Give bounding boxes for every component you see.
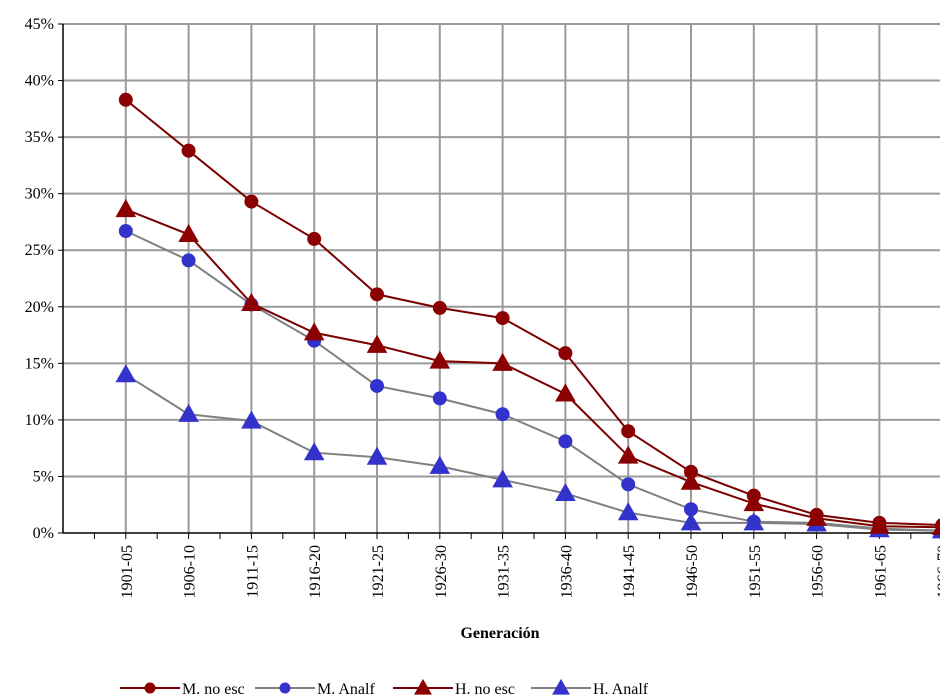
data-point — [118, 92, 133, 107]
legend-item: H. Analf — [531, 678, 649, 698]
x-tick-label: 1966-70 — [935, 545, 940, 598]
y-tick-label: 35% — [25, 129, 54, 146]
x-tick-label: 1961-65 — [872, 545, 889, 598]
legend: M. no esc M. Analf H. no esc H. Analf — [120, 678, 649, 698]
x-tick-label: 1956-60 — [810, 545, 827, 598]
legend-item: M. no esc — [120, 681, 245, 698]
data-point — [307, 231, 322, 246]
legend-marker — [279, 682, 291, 694]
y-tick-label: 20% — [25, 299, 54, 316]
x-tick-label: 1906-10 — [182, 545, 199, 598]
data-point — [555, 383, 576, 402]
data-point — [558, 346, 573, 361]
series-h-no-esc — [115, 199, 940, 535]
data-point — [872, 515, 887, 530]
y-tick-label: 40% — [25, 73, 54, 90]
x-tick-label: 1931-35 — [496, 545, 513, 598]
data-point — [429, 350, 451, 369]
data-point — [432, 300, 447, 315]
x-tick-label: 1901-05 — [119, 545, 136, 598]
data-point — [303, 322, 325, 341]
legend-label: H. Analf — [593, 681, 649, 698]
data-point — [495, 311, 510, 326]
x-tick-label: 1926-30 — [433, 545, 450, 598]
x-tick-label: 1916-20 — [307, 545, 324, 598]
y-tick-label: 10% — [25, 412, 54, 429]
data-point — [370, 378, 384, 393]
data-point — [680, 512, 702, 531]
data-point — [181, 253, 196, 268]
data-point — [432, 391, 447, 406]
data-point — [429, 455, 451, 474]
y-axis-tick-labels: 0% 5% 10% 15% 20% 25% 30% 35% 40% 45% — [25, 16, 54, 542]
y-tick-label: 25% — [25, 242, 54, 259]
legend-item: M. Analf — [255, 681, 375, 698]
data-point — [492, 469, 513, 488]
y-tick-label: 45% — [25, 16, 54, 33]
data-point — [492, 352, 513, 371]
legend-marker — [414, 678, 432, 695]
data-point — [617, 445, 639, 464]
legend-label: M. Analf — [317, 681, 375, 698]
legend-item: H. no esc — [393, 678, 515, 698]
x-axis-tick-labels: 1901-05 1906-10 1911-15 1916-20 1921-25 1926-… — [119, 545, 940, 598]
series-line — [125, 208, 940, 529]
data-point — [558, 434, 573, 449]
gridlines — [63, 23, 940, 533]
data-point — [621, 424, 636, 439]
data-point — [115, 364, 137, 383]
data-point — [809, 507, 824, 522]
data-point — [244, 194, 259, 209]
data-point — [617, 502, 639, 521]
data-point — [241, 292, 262, 311]
data-point — [241, 410, 262, 429]
series-m-no-esc — [118, 92, 940, 532]
legend-marker — [552, 678, 570, 695]
legend-marker — [144, 682, 156, 694]
axes — [58, 23, 940, 539]
series-group — [115, 92, 940, 539]
data-point — [743, 512, 765, 531]
data-point — [370, 287, 384, 302]
series-line — [125, 373, 940, 532]
data-point — [303, 442, 325, 461]
data-point — [495, 407, 510, 422]
data-point — [935, 518, 940, 532]
data-point — [181, 143, 196, 158]
data-point — [555, 482, 576, 501]
y-tick-label: 15% — [25, 355, 54, 372]
x-tick-label: 1951-55 — [747, 545, 764, 598]
legend-label: H. no esc — [455, 681, 515, 698]
y-tick-label: 30% — [25, 186, 54, 203]
y-tick-label: 5% — [33, 468, 54, 485]
series-h-analf — [115, 364, 940, 539]
x-tick-label: 1941-45 — [621, 545, 638, 598]
data-point — [118, 223, 133, 238]
legend-label: M. no esc — [182, 681, 245, 698]
series-line — [125, 230, 940, 532]
x-tick-label: 1911-15 — [244, 545, 261, 598]
data-point — [621, 477, 636, 492]
x-tick-label: 1936-40 — [558, 545, 575, 598]
y-tick-label: 0% — [33, 525, 54, 542]
data-point — [178, 403, 199, 422]
x-tick-label: 1946-50 — [684, 545, 701, 598]
series-line — [125, 99, 940, 527]
data-point — [115, 199, 137, 218]
data-point — [684, 464, 698, 479]
data-point — [366, 446, 388, 465]
data-point — [746, 488, 761, 503]
data-point — [680, 471, 702, 490]
data-point — [178, 223, 199, 242]
x-tick-label: 1921-25 — [370, 545, 387, 598]
x-axis-title: Generación — [460, 625, 539, 642]
data-point — [366, 334, 388, 353]
